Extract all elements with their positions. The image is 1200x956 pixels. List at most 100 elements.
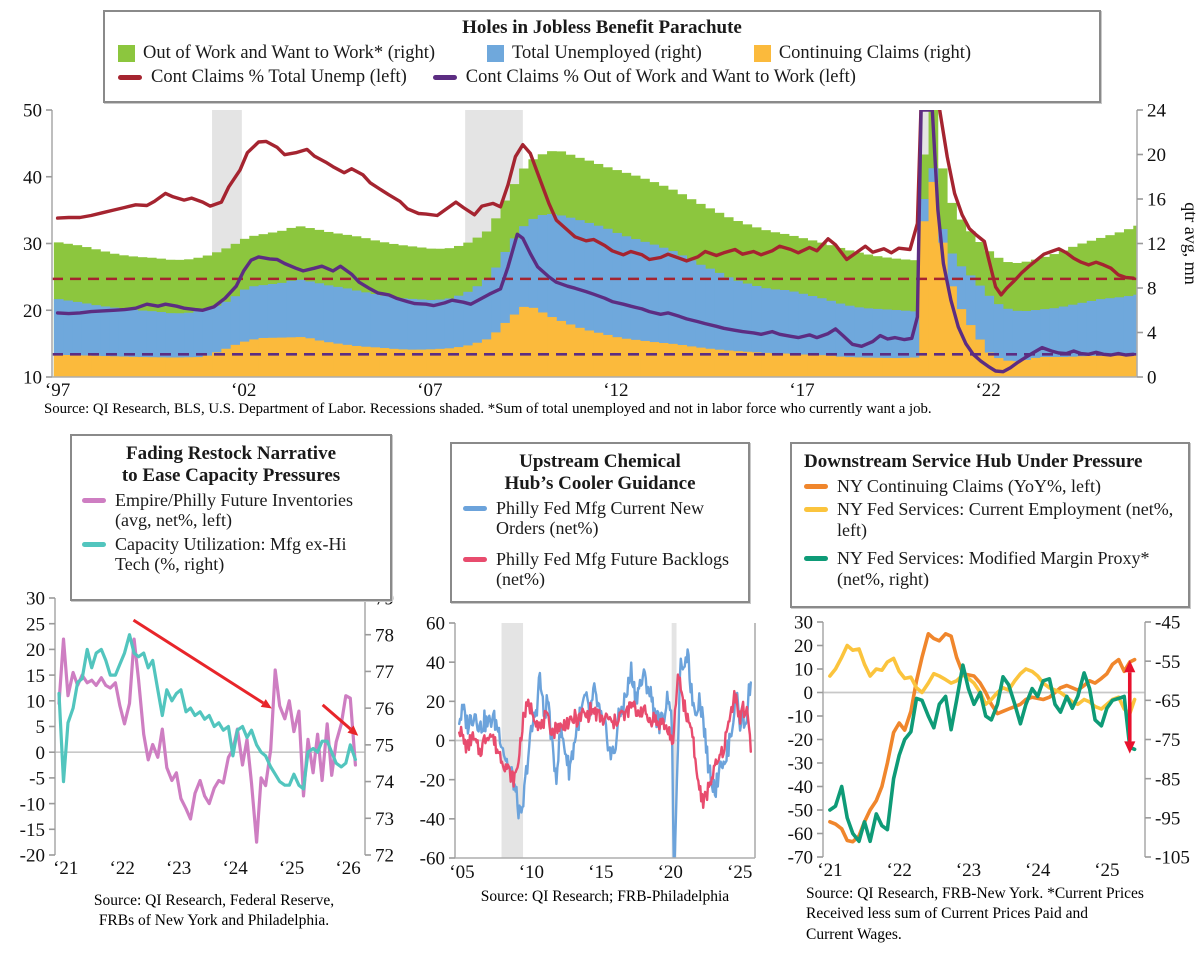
- x-tick-label: ‘10: [519, 862, 544, 883]
- top-chart-legend: Holes in Jobless Benefit Parachute Out o…: [103, 10, 1101, 103]
- legend-label: Philly Fed Mfg Current New Orders (net%): [496, 497, 704, 539]
- y-right-tick-label: 78: [375, 625, 394, 646]
- y-right-tick-label: 8: [1147, 279, 1157, 300]
- series-empire-philly-future-inventories: [57, 637, 357, 844]
- y-left-tick-label: 5: [36, 717, 46, 738]
- y-left-tick-label: 40: [23, 167, 42, 188]
- y-right-tick-label: 74: [375, 772, 395, 793]
- series-philly-fed-future-backlogs: [458, 673, 752, 809]
- x-tick-label: ‘22: [975, 380, 1000, 401]
- y-left-tick-label: 30: [23, 234, 42, 255]
- legend-item: Out of Work and Want to Work* (right): [118, 43, 435, 64]
- y-left-tick-label: 10: [26, 691, 45, 712]
- series-cont-claims-pct-total-unemp: [55, 110, 1135, 297]
- top_chart-axes: 10 20 30 40 50 0 4 8 12 16 20 24 ‘97 ‘02 ‘07 ‘12 ‘17 ‘22 q…: [23, 101, 1200, 401]
- y-right-tick-label: -95: [1155, 808, 1180, 829]
- x-tick-label: ‘20: [658, 862, 683, 883]
- green-square-swatch-icon: [118, 44, 135, 62]
- y-left-tick-label: 10: [23, 368, 42, 389]
- x-tick-label: ‘23: [956, 860, 981, 881]
- bottom_right-plot: [823, 632, 1145, 844]
- y-right-tick-label: 20: [1147, 145, 1166, 166]
- x-tick-label: ‘25: [279, 858, 304, 879]
- y-left-tick-label: -15: [20, 820, 45, 841]
- y-right-tick-label: 24: [1147, 101, 1167, 122]
- y-left-tick-label: -20: [20, 846, 45, 867]
- y-right-tick-label: 72: [375, 846, 394, 867]
- annotation-arrow: [321, 703, 352, 731]
- x-tick-label: ‘23: [166, 858, 191, 879]
- legend-label: Capacity Utilization: Mfg ex-Hi Tech (%,…: [115, 533, 347, 575]
- top-chart-source: Source: QI Research, BLS, U.S. Departmen…: [44, 401, 932, 417]
- pink-line-swatch-icon: [82, 497, 106, 503]
- y-left-tick-label: 25: [26, 614, 45, 635]
- legend-label: Continuing Claims (right): [778, 42, 972, 63]
- y-right-tick-label: -75: [1155, 730, 1180, 751]
- title-line: Hub’s Cooler Guidance: [504, 472, 696, 494]
- y-left-tick-label: -5: [29, 769, 45, 790]
- bottom-left-title: Fading Restock Narrative to Ease Capacit…: [82, 443, 380, 487]
- bottom-right-legend: Downstream Service Hub Under Pressure NY…: [790, 442, 1190, 608]
- y-right-tick-label: 0: [1147, 368, 1157, 389]
- x-tick-label: ‘21: [817, 860, 842, 881]
- top-legend-row-1: Out of Work and Want to Work* (right) To…: [118, 43, 1086, 64]
- y-right-tick-label: 4: [1147, 323, 1157, 344]
- y-right-tick-label: 16: [1147, 190, 1166, 211]
- top-legend-row-2: Cont Claims % Total Unemp (left) Cont Cl…: [118, 67, 1086, 88]
- bottom_left-plot: [55, 633, 365, 844]
- y-right-tick-label: 73: [375, 809, 394, 830]
- legend-label: Cont Claims % Out of Work and Want to Wo…: [465, 66, 856, 87]
- y-right-tick-label: 75: [375, 736, 394, 757]
- y-left-tick-label: -20: [788, 730, 813, 751]
- x-tick-label: ‘15: [588, 862, 613, 883]
- source-line: FRBs of New York and Philadelphia.: [98, 912, 330, 930]
- bottom-right-title: Downstream Service Hub Under Pressure: [804, 451, 1143, 472]
- y-left-tick-label: 20: [794, 636, 813, 657]
- series-cont-claims-pct-out-of-work: [55, 110, 1135, 374]
- legend-item: NY Fed Services: Current Employment (net…: [804, 499, 1176, 540]
- annotation-arrow: [132, 618, 265, 705]
- x-tick-label: ‘07: [417, 380, 442, 401]
- legend-label: NY Fed Services: Modified Margin Proxy* …: [837, 548, 1150, 589]
- y-left-tick-label: 15: [26, 666, 45, 687]
- legend-item: Continuing Claims (right): [753, 42, 972, 64]
- y-left-tick-label: -40: [788, 777, 813, 798]
- bottom-left-source: Source: QI Research, Federal Reserve, FR…: [58, 891, 370, 932]
- y-left-tick-label: 0: [436, 731, 446, 752]
- x-tick-label: ‘25: [727, 862, 752, 883]
- arrowhead: [260, 699, 272, 709]
- legend-label: Empire/Philly Future Inventories (avg, n…: [115, 489, 353, 531]
- y-left-tick-label: -30: [788, 754, 813, 775]
- legend-label: Cont Claims % Total Unemp (left): [151, 66, 407, 87]
- bottom_left-axes: -20-15-10-50510152025307273747576777879‘…: [20, 589, 395, 879]
- y-left-tick-label: 10: [794, 660, 813, 681]
- arrowhead: [1124, 660, 1136, 673]
- legend-item: Capacity Utilization: Mfg ex-Hi Tech (%,…: [82, 534, 380, 575]
- bottom_middle-plot: [455, 623, 755, 858]
- blue-line-swatch-icon: [463, 505, 487, 511]
- y-right-tick-label: 12: [1147, 234, 1166, 255]
- legend-item: Philly Fed Mfg Current New Orders (net%): [463, 498, 737, 539]
- dark-red-line-swatch-icon: [118, 74, 142, 80]
- legend-label: Out of Work and Want to Work* (right): [143, 42, 436, 63]
- y-left-tick-label: 30: [26, 589, 45, 610]
- legend-item: NY Fed Services: Modified Margin Proxy* …: [804, 548, 1176, 589]
- legend-item: Cont Claims % Total Unemp (left): [118, 67, 407, 88]
- y-left-tick-label: -20: [420, 770, 445, 791]
- y-right-tick-label: -45: [1155, 613, 1180, 634]
- orange-line-swatch-icon: [804, 483, 828, 489]
- y-right-tick-label: -85: [1155, 769, 1180, 790]
- top_chart-plot: [52, 110, 1137, 377]
- y-left-tick-label: 20: [26, 640, 45, 661]
- source-line: Received less sum of Current Prices Paid…: [806, 905, 1088, 923]
- y-left-tick-label: -50: [788, 801, 813, 822]
- source-line: Current Wages.: [806, 925, 902, 943]
- title-line: Upstream Chemical: [519, 451, 681, 472]
- series-ny-continuing-claims-yoy: [828, 632, 1137, 844]
- y-left-tick-label: -10: [788, 707, 813, 728]
- y-left-tick-label: -60: [420, 849, 445, 870]
- crimson-line-swatch-icon: [463, 556, 487, 562]
